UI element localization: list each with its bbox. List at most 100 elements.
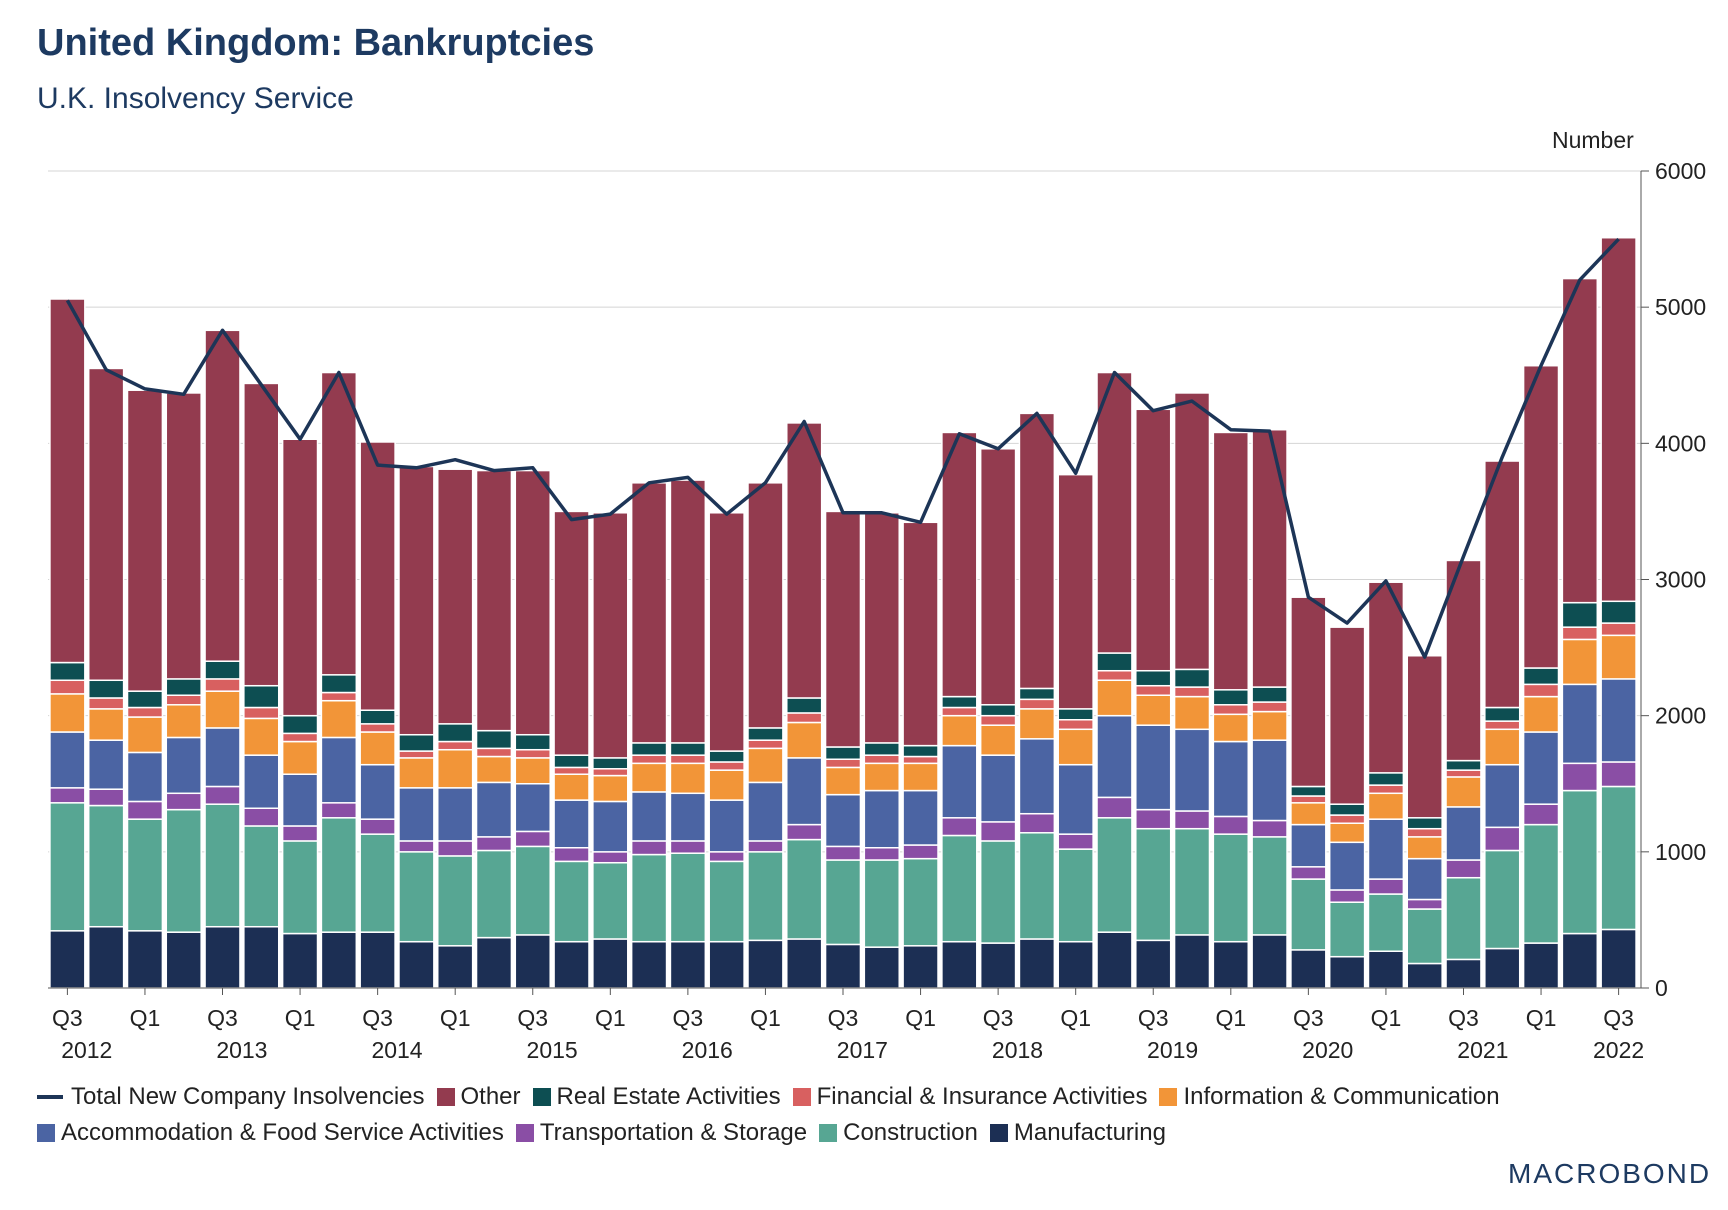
bar-segment-manufacturing: [1445, 958, 1482, 989]
bar-segment-other: [514, 469, 551, 736]
bar-segment-information-communication: [979, 724, 1017, 756]
bar-segment-information-communication: [1135, 694, 1172, 726]
bar-segment-real-estate-activities: [553, 754, 590, 769]
bar-segment-real-estate-activities: [1600, 600, 1637, 624]
bar-segment-real-estate-activities: [1251, 686, 1288, 703]
bar-segment-manufacturing: [475, 936, 513, 989]
bar-segment-information-communication: [1057, 728, 1094, 766]
bar-segment-construction: [1561, 789, 1599, 935]
bar-segment-transportation-storage: [281, 825, 319, 842]
bar-segment-transportation-storage: [514, 830, 551, 848]
bar-segment-financial-insurance-activities: [436, 740, 474, 751]
bar-segment-financial-insurance-activities: [863, 754, 900, 765]
bar-segment-real-estate-activities: [1290, 785, 1327, 797]
bar-segment-other: [1057, 473, 1094, 710]
bar-segment-construction: [1018, 832, 1056, 940]
chart-title: United Kingdom: Bankruptcies: [37, 22, 595, 64]
bar-segment-real-estate-activities: [1173, 668, 1211, 688]
bar-segment-real-estate-activities: [1406, 817, 1443, 830]
bar-segment-other: [708, 512, 745, 752]
bar-segment-construction: [708, 860, 745, 943]
bar-segment-accommodation-food-service-activities: [281, 773, 319, 827]
x-tick-label-year: 2019: [1147, 1037, 1198, 1063]
bar-segment-manufacturing: [1212, 940, 1250, 989]
bar-segment-information-communication: [630, 762, 668, 793]
bar-segment-financial-insurance-activities: [359, 723, 396, 733]
bar-segment-construction: [1135, 827, 1172, 942]
x-tick-label-quarter: Q1: [440, 1005, 471, 1031]
bar-segment-construction: [320, 817, 358, 933]
x-tick-label-quarter: Q1: [905, 1005, 936, 1031]
x-tick-label-quarter: Q3: [362, 1005, 393, 1031]
x-tick-label-quarter: Q1: [1371, 1005, 1402, 1031]
bar-segment-construction: [1367, 893, 1405, 952]
bar-segment-accommodation-food-service-activities: [1290, 823, 1327, 868]
bar-segment-accommodation-food-service-activities: [630, 791, 668, 842]
bar-segment-information-communication: [281, 740, 319, 775]
bar-segment-construction: [359, 833, 396, 933]
bar-segment-manufacturing: [1135, 939, 1172, 989]
bar-segment-accommodation-food-service-activities: [475, 781, 513, 838]
bar-segment-transportation-storage: [902, 844, 939, 860]
bar-segment-real-estate-activities: [1057, 708, 1094, 721]
bar-segment-accommodation-food-service-activities: [165, 736, 202, 795]
bar-segment-real-estate-activities: [824, 746, 862, 760]
bar-segment-construction: [824, 859, 862, 946]
bar-segment-other: [126, 389, 164, 692]
legend-swatch: [436, 1088, 455, 1106]
bar-segment-information-communication: [708, 769, 745, 801]
bar-segment-financial-insurance-activities: [1445, 769, 1482, 778]
bar-segment-construction: [165, 808, 202, 933]
bar-segment-other: [1290, 596, 1327, 788]
x-tick-label-quarter: Q3: [1293, 1005, 1324, 1031]
bar-segment-other: [475, 469, 513, 732]
bar-segment-construction: [979, 840, 1017, 944]
bar-segment-other: [436, 468, 474, 725]
bar-segment-information-communication: [1561, 638, 1599, 686]
bar-segment-transportation-storage: [786, 823, 823, 841]
legend-swatch: [37, 1124, 55, 1142]
legend-label: Accommodation & Food Service Activities: [61, 1119, 504, 1146]
legend-row: Total New Company Insolvencies Other Real …: [37, 1079, 1597, 1115]
bar-segment-transportation-storage: [475, 836, 513, 852]
bar-segment-transportation-storage: [1173, 810, 1211, 830]
bar-segment-other: [1173, 392, 1211, 671]
x-tick-label-year: 2018: [992, 1037, 1043, 1063]
x-tick-label-quarter: Q1: [1060, 1005, 1091, 1031]
bar-segment-transportation-storage: [941, 817, 978, 837]
bar-segment-information-communication: [1484, 728, 1521, 766]
bar-segment-information-communication: [1290, 802, 1327, 826]
bar-segment-financial-insurance-activities: [165, 694, 202, 706]
bar-segment-construction: [1445, 876, 1482, 961]
legend-label: Construction: [843, 1119, 978, 1146]
bar-segment-construction: [49, 802, 86, 932]
x-tick-label-year: 2012: [61, 1037, 112, 1063]
bar-segment-real-estate-activities: [165, 678, 202, 696]
legend-item: Real Estate Activities: [532, 1083, 781, 1111]
bar-segment-real-estate-activities: [1367, 772, 1405, 786]
bar-segment-transportation-storage: [1445, 859, 1482, 879]
x-tick-label-quarter: Q3: [983, 1005, 1014, 1031]
bar-segment-information-communication: [553, 773, 590, 801]
bar-segment-real-estate-activities: [786, 697, 823, 714]
bar-segment-transportation-storage: [1600, 761, 1637, 788]
bar-segment-financial-insurance-activities: [1018, 698, 1056, 710]
legend-swatch: [515, 1124, 534, 1142]
bar-segment-real-estate-activities: [708, 750, 745, 763]
bar-segment-transportation-storage: [436, 840, 474, 857]
bar-segment-accommodation-food-service-activities: [320, 736, 358, 804]
bar-segment-financial-insurance-activities: [902, 755, 939, 765]
legend-swatch: [819, 1124, 838, 1142]
x-tick-label-quarter: Q1: [1526, 1005, 1557, 1031]
bar-segment-accommodation-food-service-activities: [1406, 857, 1443, 901]
bar-segment-transportation-storage: [1135, 808, 1172, 830]
bar-segment-manufacturing: [1561, 932, 1599, 989]
bar-segment-information-communication: [1018, 708, 1056, 740]
bar-segment-accommodation-food-service-activities: [902, 789, 939, 846]
bar-segment-real-estate-activities: [979, 704, 1017, 717]
bar-segment-transportation-storage: [1367, 878, 1405, 895]
bar-segment-information-communication: [902, 762, 939, 792]
bar-segment-manufacturing: [553, 940, 590, 989]
bar-segment-accommodation-food-service-activities: [126, 751, 164, 803]
bar-segment-manufacturing: [786, 938, 823, 989]
